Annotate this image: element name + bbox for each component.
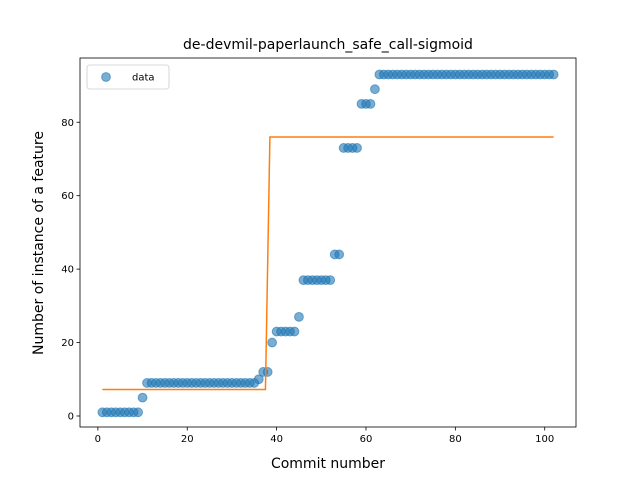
legend-marker [101,72,111,82]
data-point [294,311,304,322]
sigmoid-fit-line [102,136,554,391]
data-point [352,143,362,153]
data-point [334,249,345,260]
x-tick-label: 20 [181,434,194,445]
x-tick-label: 100 [535,434,554,445]
y-tick-label: 80 [61,118,74,129]
chart-title: de-devmil-paperlaunch_safe_call-sigmoid [183,37,473,53]
data-point [253,374,264,385]
y-axis-label: Number of instance of a feature [31,131,47,355]
legend: data [86,64,170,90]
data-point [267,337,278,348]
x-tick-label: 0 [95,434,101,445]
x-tick-label: 40 [270,434,283,445]
data-point [133,407,143,418]
y-tick-label: 0 [68,411,74,422]
axes: 0 20 40 60 80 100 0 20 40 60 80 [61,57,577,445]
x-axis-label: Commit number [271,456,385,472]
data-point [137,392,148,403]
data-point [370,84,380,95]
x-tick-label: 80 [449,434,462,445]
y-tick-label: 20 [61,338,74,349]
y-tick-label: 40 [61,265,74,276]
data-point [289,326,300,337]
plot-frame [79,57,577,428]
plot-marks [97,69,559,418]
x-tick-label: 60 [360,434,373,445]
data-point [262,367,273,377]
y-tick-label: 60 [61,191,74,202]
data-point [365,99,376,109]
legend-label: data [132,73,155,84]
data-point [325,275,336,286]
legend-box [86,64,170,90]
data-point [548,69,559,80]
